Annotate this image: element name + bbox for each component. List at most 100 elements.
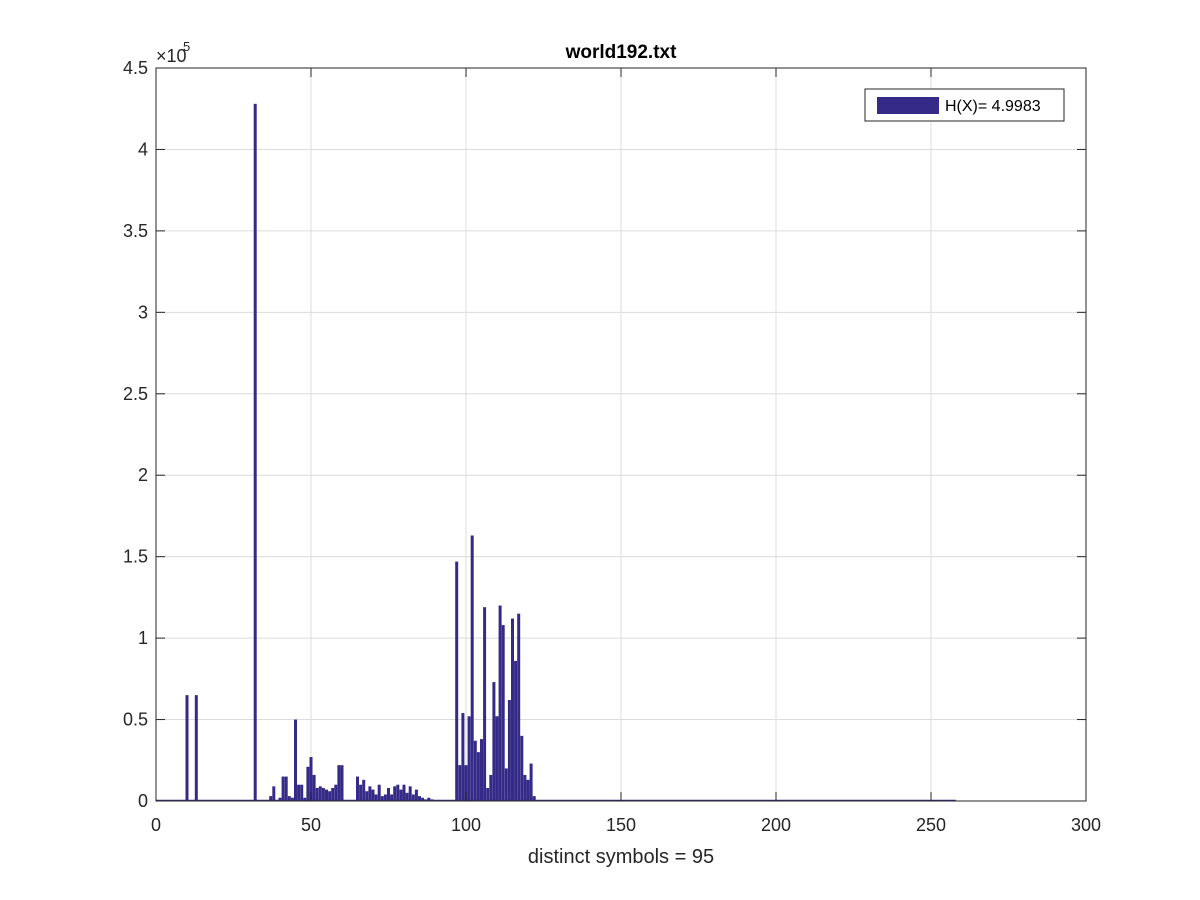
bar bbox=[517, 613, 521, 801]
grid-lines bbox=[156, 68, 1086, 801]
bar bbox=[383, 794, 387, 801]
y-tick-label: 2.5 bbox=[123, 384, 148, 404]
bar bbox=[464, 765, 468, 801]
bar bbox=[418, 796, 421, 801]
bar bbox=[371, 789, 375, 801]
bar bbox=[396, 784, 400, 801]
y-tick-label: 4 bbox=[138, 139, 148, 159]
bar bbox=[309, 757, 313, 801]
bar bbox=[414, 789, 418, 801]
bar bbox=[467, 716, 471, 801]
bar bbox=[253, 103, 257, 801]
bar bbox=[470, 535, 474, 801]
y-tick-label: 3.5 bbox=[123, 221, 148, 241]
legend-label: H(X)= 4.9983 bbox=[945, 98, 1041, 115]
bar bbox=[362, 779, 366, 801]
bar bbox=[458, 765, 462, 801]
bar bbox=[473, 740, 477, 801]
bar bbox=[374, 794, 378, 801]
bar bbox=[387, 787, 390, 801]
bar bbox=[461, 713, 465, 801]
bar bbox=[529, 763, 533, 801]
y-tick-label: 3 bbox=[138, 302, 148, 322]
tick-marks bbox=[155, 67, 1087, 802]
bar bbox=[523, 774, 527, 801]
bar bbox=[318, 786, 322, 801]
bar bbox=[427, 797, 431, 801]
y-exponent-base: ×10 bbox=[156, 46, 187, 66]
bar bbox=[480, 739, 483, 801]
bar bbox=[501, 625, 505, 801]
bar bbox=[411, 794, 415, 801]
y-tick-label: 2 bbox=[138, 465, 148, 485]
bar bbox=[405, 792, 409, 801]
bar bbox=[278, 797, 282, 801]
y-tick-label: 1.5 bbox=[123, 547, 148, 567]
bar bbox=[306, 766, 310, 801]
bar bbox=[337, 765, 341, 801]
bar bbox=[492, 682, 496, 801]
bar bbox=[297, 784, 301, 801]
bar bbox=[520, 735, 524, 801]
bar bbox=[315, 787, 319, 801]
bar bbox=[408, 786, 412, 801]
y-tick-label: 4.5 bbox=[123, 58, 148, 78]
bar bbox=[194, 695, 198, 801]
bar bbox=[399, 789, 403, 801]
bar bbox=[290, 797, 294, 801]
y-tick-label: 0.5 bbox=[123, 710, 148, 730]
y-tick-label: 1 bbox=[138, 628, 148, 648]
bar bbox=[390, 794, 394, 801]
x-tick-label: 50 bbox=[301, 815, 321, 835]
bar bbox=[325, 789, 328, 801]
y-tick-labels: 0 0.5 1 1.5 2 2.5 3 3.5 4 4.5 bbox=[123, 58, 148, 811]
bar bbox=[303, 797, 307, 801]
bar bbox=[532, 796, 536, 801]
legend-swatch bbox=[877, 97, 939, 114]
x-axis-label: distinct symbols = 95 bbox=[528, 846, 714, 868]
bar bbox=[300, 784, 304, 801]
bar bbox=[498, 605, 502, 801]
bar bbox=[287, 796, 291, 801]
bar bbox=[489, 774, 493, 801]
bar bbox=[514, 660, 518, 801]
bar bbox=[455, 561, 459, 801]
bar bbox=[359, 784, 363, 801]
bar bbox=[504, 768, 508, 801]
bar bbox=[507, 700, 511, 801]
legend: H(X)= 4.9983 bbox=[864, 88, 1065, 122]
x-tick-label: 100 bbox=[451, 815, 481, 835]
x-tick-label: 150 bbox=[606, 815, 636, 835]
bar bbox=[284, 776, 288, 801]
bar bbox=[356, 776, 359, 801]
x-tick-label: 300 bbox=[1071, 815, 1101, 835]
legend-box bbox=[864, 88, 1065, 122]
x-tick-label: 0 bbox=[151, 815, 161, 835]
bar bbox=[486, 787, 490, 801]
bar bbox=[495, 716, 499, 801]
bar bbox=[476, 752, 480, 801]
bar bbox=[421, 797, 425, 801]
bar bbox=[340, 765, 344, 801]
bar bbox=[393, 786, 397, 801]
bar bbox=[380, 796, 384, 801]
bar bbox=[377, 784, 381, 801]
bar bbox=[269, 796, 273, 801]
bar bbox=[483, 607, 487, 801]
bar bbox=[331, 787, 335, 801]
bar bbox=[402, 784, 406, 801]
bar bbox=[185, 695, 189, 801]
bar bbox=[272, 786, 276, 801]
bar bbox=[511, 618, 514, 801]
x-tick-label: 200 bbox=[761, 815, 791, 835]
bar bbox=[365, 791, 369, 801]
bar bbox=[312, 774, 316, 801]
chart-title: world192.txt bbox=[565, 42, 678, 63]
bars bbox=[156, 103, 956, 802]
bar bbox=[321, 787, 325, 801]
bar bbox=[281, 776, 285, 801]
bar bbox=[328, 791, 332, 801]
x-tick-labels: 0 50 100 150 200 250 300 bbox=[151, 815, 1101, 835]
